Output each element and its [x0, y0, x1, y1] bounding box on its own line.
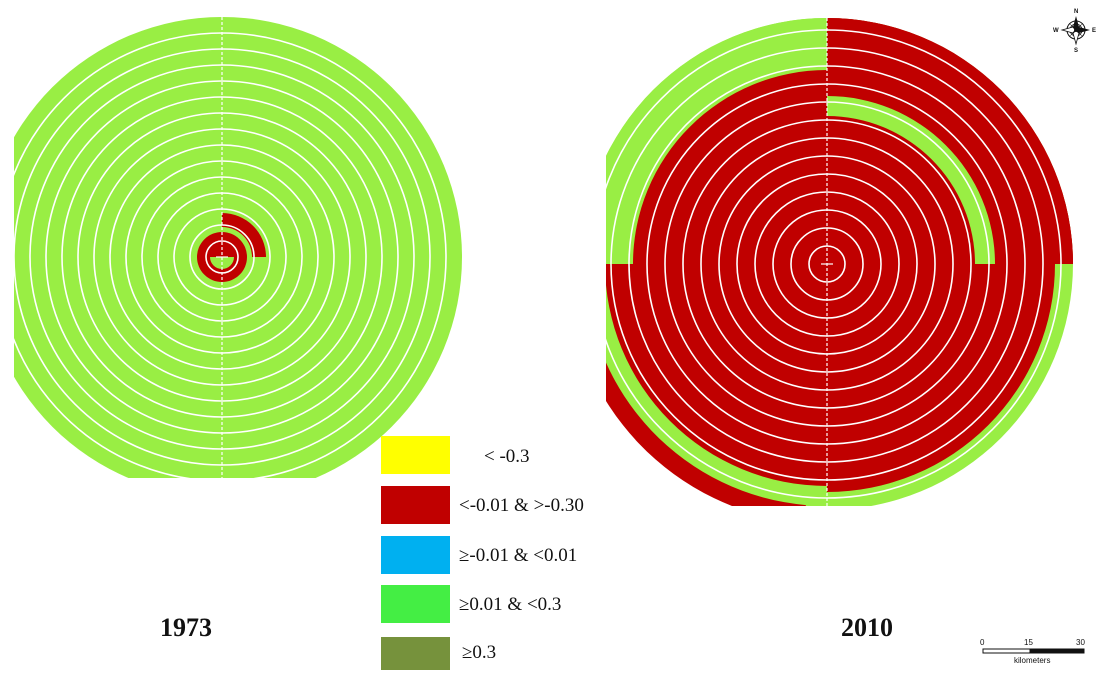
zone-red-sw-outer [606, 362, 806, 506]
legend-label: ≥-0.01 & <0.01 [459, 545, 577, 566]
compass-n: N [1074, 9, 1078, 15]
legend-label: < -0.3 [484, 446, 530, 467]
year-label-1973: 1973 [160, 613, 212, 642]
legend-label: <-0.01 & >-0.30 [459, 495, 584, 516]
scale-tick: 0 [980, 638, 985, 647]
scale-unit: kilometers [1014, 656, 1050, 665]
zone-red-ne-outer [827, 18, 1073, 264]
year-label-2010: 2010 [841, 613, 893, 642]
ring-line [664, 101, 990, 427]
legend-label: ≥0.01 & <0.3 [459, 594, 561, 615]
compass-s: S [1074, 48, 1078, 54]
zone-red-ne [827, 18, 1073, 264]
legend-swatch-red [381, 486, 450, 524]
legend-swatch-green [381, 585, 450, 623]
legend-label: ≥0.3 [462, 642, 496, 663]
zone-red-sector [222, 213, 266, 257]
compass-e: E [1092, 28, 1096, 34]
legend: < -0.3 <-0.01 & >-0.30 ≥-0.01 & <0.01 ≥0… [381, 436, 584, 673]
legend-swatch-blue [381, 536, 450, 574]
scale-tick: 15 [1024, 638, 1033, 647]
zone-green-ne-arc [827, 96, 995, 264]
zone-green-sw [606, 284, 827, 506]
map-1973 [14, 17, 462, 478]
map-2010 [606, 18, 1073, 506]
ring-line [718, 155, 936, 373]
legend-swatch-yellow [381, 436, 450, 474]
scale-tick: 30 [1076, 638, 1085, 647]
scale-bar: 0 15 30 kilometers [980, 638, 1085, 665]
compass-rose-icon: N S E W [1053, 9, 1096, 54]
compass-w: W [1053, 28, 1059, 34]
legend-swatch-olive [381, 637, 450, 673]
ring-line [808, 245, 846, 283]
ring-line [754, 191, 900, 337]
